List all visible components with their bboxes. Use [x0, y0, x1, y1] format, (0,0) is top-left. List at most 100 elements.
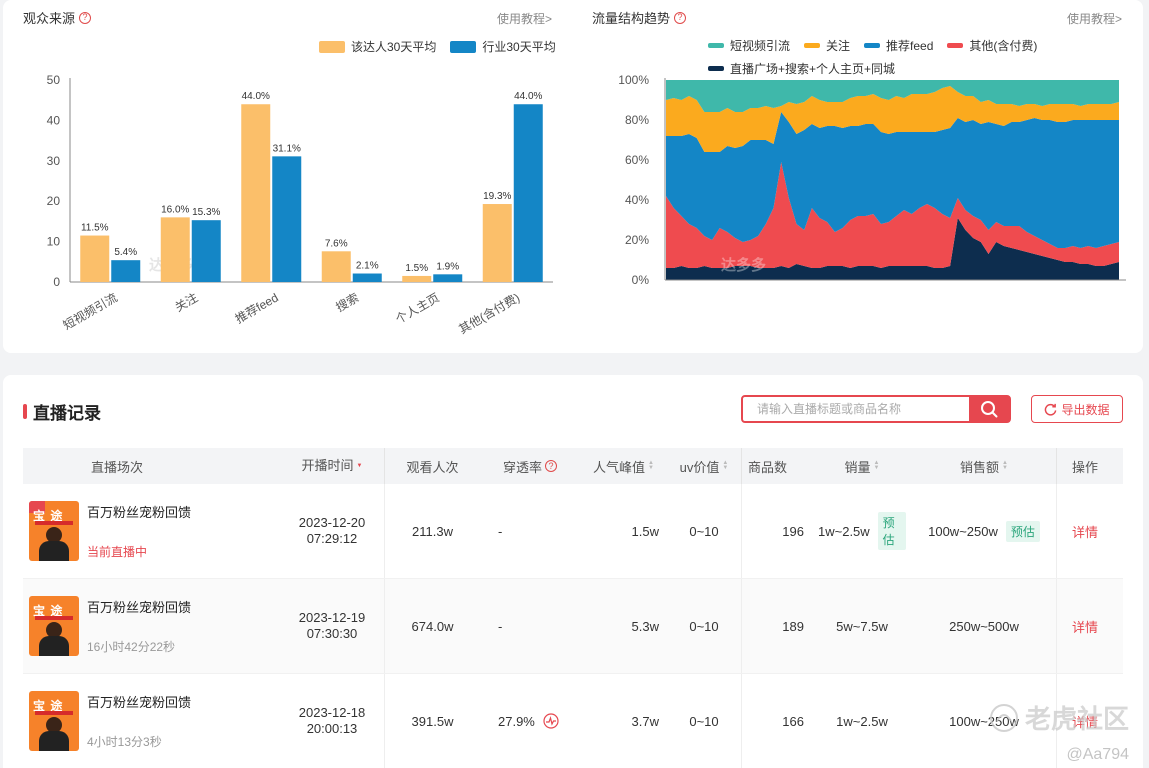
y-tick-label: 20%	[625, 233, 649, 247]
search-button[interactable]	[969, 397, 1009, 421]
bar-value-label: 16.0%	[161, 204, 189, 215]
bar-industry[interactable]	[433, 274, 463, 282]
sort-icon: ▲ ▼	[1002, 460, 1008, 471]
bar-creator[interactable]	[80, 235, 110, 282]
col-start-time[interactable]: 开播时间 ▼	[280, 448, 385, 484]
bar-industry[interactable]	[352, 273, 382, 282]
help-icon[interactable]: ?	[545, 460, 557, 472]
bar-value-label: 5.4%	[114, 247, 137, 258]
table-row: 宝 途 百万粉丝宠粉回馈 当前直播中 2023-12-20 07:29:12 21…	[23, 484, 1123, 579]
live-cover-thumbnail[interactable]: 宝 途	[29, 691, 79, 751]
sales-cell: 1w~2.5w	[836, 713, 888, 729]
audience-legend: 该达人30天平均 行业30天平均	[319, 38, 556, 55]
sort-icon: ▲ ▼	[722, 460, 729, 471]
trend-legend: 短视频引流 关注 推荐feed 其他(含付费) 直播广场+搜索+个人主页+同城	[708, 37, 1088, 77]
legend-item-plaza[interactable]: 直播广场+搜索+个人主页+同城	[708, 60, 895, 77]
session-name[interactable]: 百万粉丝宠粉回馈	[87, 505, 192, 520]
legend-item-follow[interactable]: 关注	[804, 37, 850, 54]
legend-item-industry[interactable]: 行业30天平均	[450, 38, 556, 55]
sales-cell: 1w~2.5w 预估	[812, 484, 912, 578]
col-op: 操作	[1071, 459, 1098, 475]
search-input[interactable]	[743, 397, 969, 421]
tiger-logo-icon	[989, 703, 1018, 732]
trend-tutorial-link[interactable]: 使用教程>	[1067, 12, 1123, 26]
bar-creator[interactable]	[160, 217, 190, 282]
bar-value-label: 11.5%	[81, 223, 109, 234]
area-series[interactable]	[666, 86, 1119, 152]
legend-swatch	[804, 43, 821, 48]
y-tick-label: 0	[53, 275, 60, 289]
viewers-cell: 211.3w	[412, 523, 453, 539]
amount-cell: 100w~250w	[912, 674, 1057, 768]
x-tick-label: 推荐feed	[233, 290, 281, 326]
bar-industry[interactable]	[111, 260, 141, 282]
op-cell: 详情	[1057, 579, 1113, 673]
op-cell: 详情	[1057, 674, 1113, 768]
viewers-cell: 391.5w	[411, 713, 454, 729]
bar-value-label: 31.1%	[273, 143, 301, 154]
y-tick-label: 60%	[625, 153, 649, 167]
help-icon[interactable]: ?	[79, 11, 92, 24]
col-peak[interactable]: 人气峰值 ▲ ▼	[593, 459, 654, 475]
bar-creator[interactable]	[241, 104, 271, 282]
bar-creator[interactable]	[321, 251, 351, 282]
bar-value-label: 2.1%	[356, 261, 379, 272]
col-viewers[interactable]: 观看人次	[406, 459, 459, 475]
legend-swatch	[319, 40, 345, 53]
detail-link[interactable]: 详情	[1071, 524, 1098, 540]
session-name[interactable]: 百万粉丝宠粉回馈	[87, 695, 192, 710]
col-penetration[interactable]: 穿透率?	[480, 448, 580, 484]
detail-link[interactable]: 详情	[1071, 714, 1098, 730]
area-series[interactable]	[666, 112, 1119, 248]
col-sales[interactable]: 销量 ▲ ▼	[844, 459, 880, 475]
legend-item-other[interactable]: 其他(含付费)	[947, 37, 1037, 54]
bar-value-label: 19.3%	[483, 191, 511, 202]
audience-tutorial-link[interactable]: 使用教程>	[497, 12, 553, 26]
traffic-area-chart: 0% 20% 40% 60% 80% 100% 达多多	[618, 73, 1126, 287]
sort-icon: ▲ ▼	[648, 460, 654, 471]
col-uv[interactable]: uv价值 ▲ ▼	[667, 448, 742, 484]
detail-link[interactable]: 详情	[1071, 619, 1098, 635]
session-name[interactable]: 百万粉丝宠粉回馈	[87, 600, 192, 615]
legend-item-short-video[interactable]: 短视频引流	[708, 37, 790, 54]
live-cover-thumbnail[interactable]: 宝 途	[29, 596, 79, 656]
col-goods[interactable]: 商品数	[748, 459, 788, 475]
traffic-panel: 观众来源 ? 使用教程> 该达人30天平均 行业30天平均 0 10 20 30 40 5…	[3, 0, 1143, 353]
live-cover-thumbnail[interactable]: 宝 途	[29, 501, 79, 561]
traffic-trend-title: 流量结构趋势 ?	[592, 8, 687, 27]
bar-creator[interactable]	[402, 275, 432, 282]
bar-industry[interactable]	[191, 220, 221, 282]
legend-swatch	[450, 40, 477, 53]
area-series[interactable]	[666, 218, 1119, 280]
peak-cell: 5.3w	[631, 618, 659, 634]
y-tick-label: 100%	[618, 73, 649, 87]
sort-icon: ▲ ▼	[873, 460, 880, 471]
goods-cell: 166	[782, 713, 804, 729]
y-tick-label: 40	[47, 113, 61, 127]
bar-industry[interactable]	[272, 156, 302, 282]
start-time-cell: 2023-12-19 07:30:30	[280, 579, 385, 673]
export-button[interactable]: 导出数据	[1031, 395, 1123, 423]
penetration-cell: -	[498, 523, 503, 539]
bar-value-label: 44.0%	[242, 91, 270, 102]
penetration-cell: -	[498, 618, 503, 634]
uv-cell: 0~10	[667, 484, 742, 578]
col-amount[interactable]: 销售额 ▲ ▼	[912, 448, 1057, 484]
bar-value-label: 15.3%	[192, 207, 220, 218]
help-icon[interactable]: ?	[674, 11, 687, 24]
bar-value-label: 1.9%	[436, 261, 459, 272]
trend-chart-icon[interactable]	[543, 713, 559, 729]
audience-source-title: 观众来源 ?	[23, 8, 92, 27]
audience-bar-chart: 01020304050达多多11.5%5.4%短视频引流16.0%15.3%关注…	[47, 73, 553, 337]
live-duration: 16小时42分22秒	[87, 640, 176, 654]
start-time-cell: 2023-12-18 20:00:13	[280, 674, 385, 768]
legend-swatch	[947, 43, 964, 48]
session-cell: 宝 途 百万粉丝宠粉回馈 16小时42分22秒	[23, 579, 280, 673]
area-series[interactable]	[666, 162, 1119, 268]
live-status: 当前直播中	[87, 545, 148, 559]
legend-item-feed[interactable]: 推荐feed	[864, 37, 933, 54]
bar-industry[interactable]	[513, 104, 543, 282]
area-series[interactable]	[666, 80, 1119, 112]
legend-item-creator[interactable]: 该达人30天平均	[319, 38, 436, 55]
bar-creator[interactable]	[482, 204, 512, 282]
